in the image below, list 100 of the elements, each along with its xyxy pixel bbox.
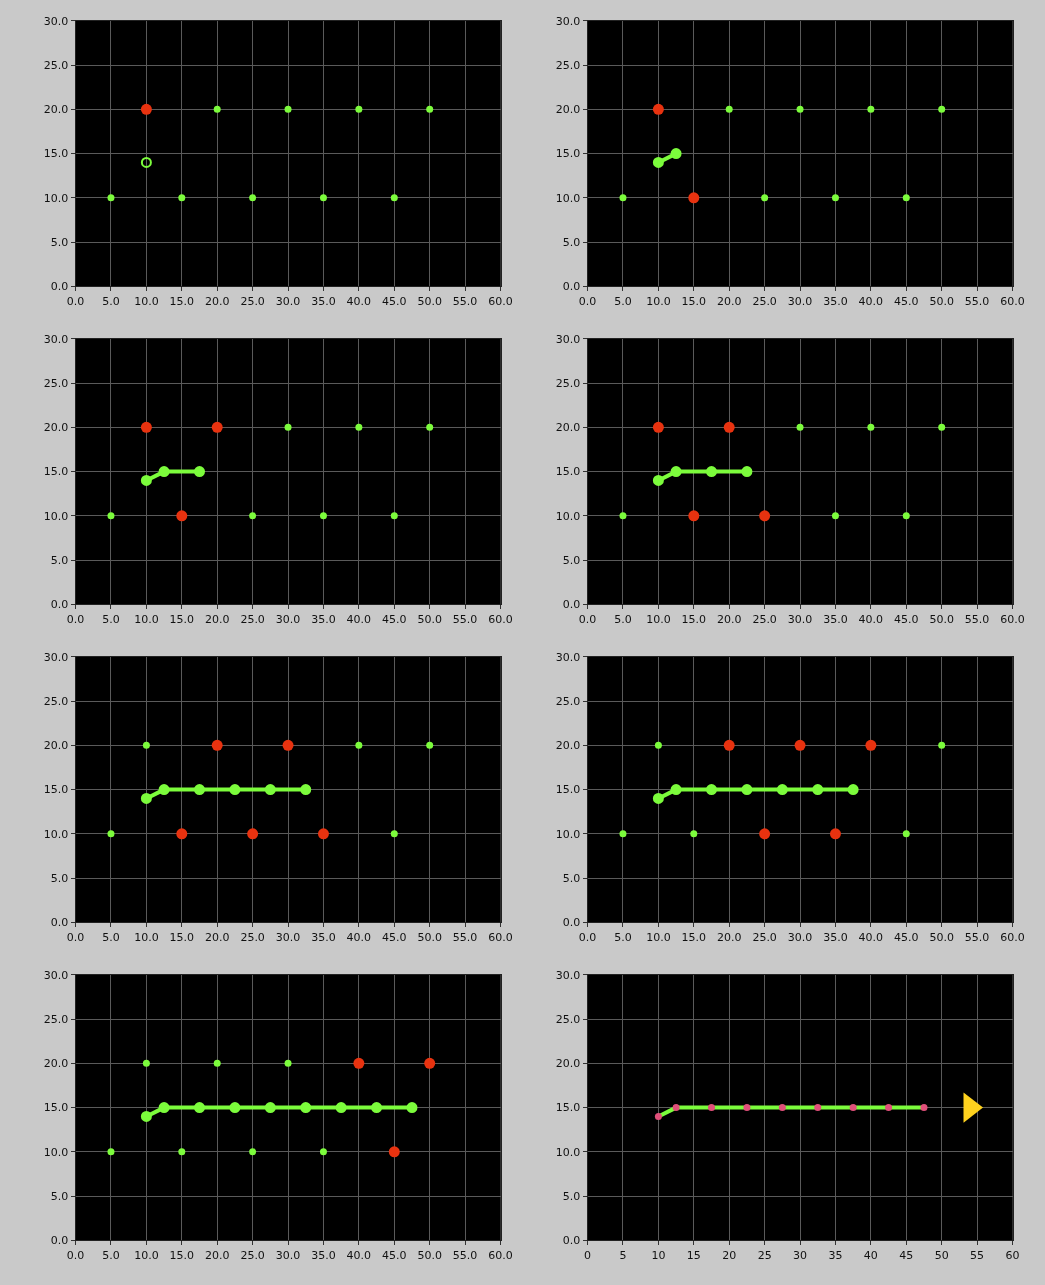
point [652, 156, 664, 168]
x-tick-label: 50 [934, 1248, 949, 1262]
y-tick-label: 20.0 [43, 421, 69, 435]
point [176, 510, 188, 522]
y-tick-label: 5.0 [562, 1189, 581, 1203]
y-tick-label: 0.0 [562, 916, 581, 930]
x-tick-label: 35.0 [311, 930, 336, 944]
point [690, 830, 698, 838]
x-tick-label: 35.0 [311, 1248, 336, 1262]
x-tick-label: 5.0 [102, 1248, 120, 1262]
point [938, 741, 946, 749]
y-tick-label: 15.0 [555, 1101, 581, 1115]
x-tick-label: 25.0 [752, 612, 777, 626]
point [670, 148, 682, 160]
point [353, 1057, 365, 1069]
y-tick-label: 30.0 [43, 332, 69, 346]
y-tick-label: 25.0 [43, 58, 69, 72]
x-tick-label: 60.0 [488, 1248, 513, 1262]
x-tick-label: 10.0 [646, 930, 671, 944]
point [319, 194, 327, 202]
point [670, 466, 682, 478]
x-tick-label: 60 [1005, 1248, 1020, 1262]
point [213, 1059, 221, 1067]
y-tick-label: 15.0 [43, 147, 69, 161]
x-tick-label: 10.0 [646, 294, 671, 308]
x-tick-label: 30.0 [275, 1248, 301, 1262]
point [176, 828, 188, 840]
point [140, 792, 152, 804]
point [796, 105, 804, 113]
y-tick-label: 5.0 [50, 871, 69, 885]
y-tick-label: 25.0 [43, 376, 69, 390]
point [794, 739, 806, 751]
x-tick-label: 0.0 [66, 930, 85, 944]
y-tick-label: 30.0 [43, 650, 69, 664]
point [335, 1102, 347, 1114]
y-tick-label: 20.0 [555, 1057, 581, 1071]
point [725, 105, 733, 113]
point [140, 103, 152, 115]
point [831, 512, 839, 520]
point [194, 784, 206, 796]
x-tick-label: 0.0 [66, 294, 85, 308]
point [426, 105, 434, 113]
x-tick-label: 35.0 [823, 930, 848, 944]
x-tick-label: 45.0 [894, 612, 919, 626]
x-tick-label: 40.0 [346, 612, 372, 626]
x-tick-label: 20.0 [204, 930, 230, 944]
y-tick-label: 20.0 [555, 103, 581, 117]
point [796, 423, 804, 431]
point [264, 784, 276, 796]
y-tick-label: 10.0 [555, 191, 581, 205]
x-tick-label: 30.0 [787, 294, 813, 308]
point [652, 792, 664, 804]
y-tick-label: 20.0 [43, 1057, 69, 1071]
point [741, 466, 753, 478]
x-tick-label: 10.0 [134, 930, 159, 944]
x-tick-label: 55.0 [964, 930, 990, 944]
x-tick-label: 60.0 [1000, 930, 1025, 944]
x-tick-label: 15.0 [169, 612, 195, 626]
y-tick-label: 30.0 [43, 14, 69, 28]
x-tick-label: 40.0 [346, 294, 372, 308]
x-tick-label: 10.0 [134, 612, 159, 626]
y-tick-label: 25.0 [555, 1012, 581, 1026]
y-tick-label: 5.0 [50, 235, 69, 249]
y-tick-label: 15.0 [555, 147, 581, 161]
x-tick-label: 60.0 [488, 294, 513, 308]
point [654, 741, 662, 749]
x-tick-label: 30.0 [787, 612, 813, 626]
x-tick-label: 40.0 [346, 1248, 372, 1262]
point [158, 1102, 170, 1114]
y-tick-label: 15.0 [43, 783, 69, 797]
point [706, 784, 718, 796]
x-tick-label: 5.0 [102, 612, 120, 626]
x-tick-label: 30.0 [275, 294, 301, 308]
point [424, 1057, 436, 1069]
point [319, 512, 327, 520]
x-tick-label: 5.0 [614, 294, 632, 308]
point [761, 194, 769, 202]
y-tick-label: 20.0 [43, 739, 69, 753]
point [140, 474, 152, 486]
x-tick-label: 15.0 [169, 294, 195, 308]
point [759, 828, 771, 840]
y-tick-label: 5.0 [562, 235, 581, 249]
x-tick-label: 30.0 [275, 612, 301, 626]
point [284, 105, 292, 113]
x-tick-label: 15 [686, 1248, 701, 1262]
point [140, 156, 152, 168]
point [107, 512, 115, 520]
x-tick-label: 45.0 [894, 930, 919, 944]
x-tick-label: 25.0 [240, 1248, 265, 1262]
x-tick-label: 35.0 [823, 612, 848, 626]
x-tick-label: 5 [619, 1248, 627, 1262]
point [158, 784, 170, 796]
y-tick-label: 30.0 [555, 968, 581, 982]
point [776, 784, 788, 796]
x-tick-label: 30.0 [787, 930, 813, 944]
point [211, 421, 223, 433]
x-tick-label: 0.0 [66, 1248, 85, 1262]
point [355, 105, 363, 113]
point [229, 1102, 241, 1114]
point [282, 739, 294, 751]
